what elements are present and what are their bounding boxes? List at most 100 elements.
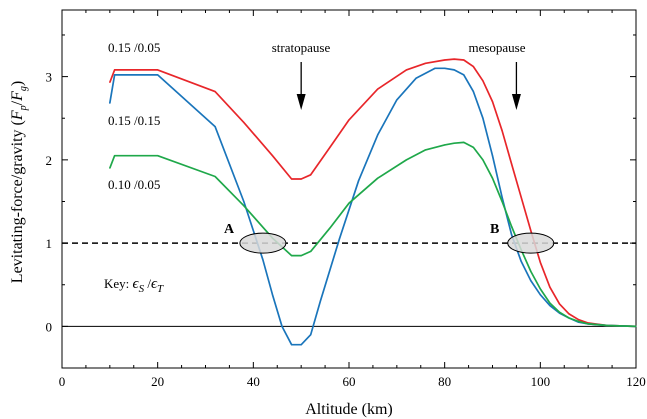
ellipse-a (239, 232, 287, 254)
series-point-1 (501, 196, 503, 198)
series-point-2 (329, 227, 331, 229)
stratopause-arrow-head (296, 94, 306, 110)
series-point-1 (396, 99, 398, 101)
series-point-2 (578, 320, 580, 322)
x-tick-label: 0 (59, 374, 66, 389)
series-point-0 (472, 66, 474, 68)
series-point-1 (157, 74, 159, 76)
series-point-2 (501, 200, 503, 203)
series-point-1 (281, 325, 283, 327)
series-point-0 (549, 286, 551, 288)
y-axis-title-slash: / (9, 100, 26, 105)
series-line-1 (108, 67, 637, 346)
key-subscript-s: S (139, 283, 145, 295)
series-point-0 (291, 178, 293, 180)
x-tick-label: 120 (626, 374, 646, 389)
series-point-0 (511, 163, 513, 165)
y-axis-title-fg: F (9, 91, 26, 102)
series-point-2 (377, 177, 379, 179)
series-point-1 (114, 74, 116, 76)
series-point-2 (114, 155, 116, 157)
x-tick-label: 60 (343, 374, 356, 389)
series-point-2 (405, 159, 407, 161)
series-line-0 (109, 58, 637, 328)
series-point-0 (310, 174, 312, 176)
series-point-1 (520, 260, 522, 263)
series-point-1 (549, 304, 551, 307)
y-axis-title-fp-sub: p (18, 105, 29, 111)
series-point-0 (214, 90, 216, 93)
series-point-1 (300, 344, 302, 346)
point-b-label: B (490, 222, 499, 237)
x-tick-label: 40 (247, 374, 260, 389)
series-point-1 (262, 259, 264, 261)
series-point-2 (511, 225, 513, 228)
reference-line-layer (62, 242, 636, 327)
series-point-2 (214, 175, 216, 178)
series-point-0 (453, 58, 455, 60)
series-point-0 (463, 59, 465, 61)
series-point-0 (568, 313, 570, 315)
series-point-0 (109, 81, 111, 84)
series-point-1 (243, 200, 245, 203)
series-label-2: 0.10 /0.05 (108, 177, 160, 192)
annotation-layer: 0.15 /0.05 0.15 /0.15 0.10 /0.05 stratop… (9, 40, 526, 418)
series-label-1: 0.15 /0.15 (108, 113, 160, 128)
key-slash: / (144, 276, 151, 291)
mesopause-arrow-head (511, 94, 521, 110)
series-point-2 (539, 288, 541, 290)
series-point-2 (109, 167, 111, 169)
x-tick-label: 100 (531, 374, 551, 389)
series-point-2 (587, 323, 589, 325)
series-point-0 (530, 230, 532, 232)
series-point-2 (549, 302, 551, 304)
key-epsilon-s: ϵ (133, 276, 140, 292)
y-axis-title-fp: F (9, 110, 26, 121)
x-tick-label: 80 (438, 374, 451, 389)
point-a-label: A (224, 222, 235, 237)
series-point-1 (214, 125, 216, 128)
y-tick-label: 1 (46, 236, 53, 251)
series-point-1 (434, 67, 436, 69)
series-point-2 (558, 311, 561, 313)
series-point-2 (291, 255, 293, 257)
series-point-1 (444, 67, 446, 69)
series-point-2 (453, 142, 455, 144)
series-point-0 (329, 146, 331, 148)
stratopause-label: stratopause (272, 40, 331, 55)
series-point-2 (530, 270, 532, 273)
series-point-1 (338, 238, 341, 240)
y-tick-label: 0 (46, 319, 53, 334)
y-axis-title-close: ) (9, 81, 26, 86)
series-point-2 (606, 324, 608, 327)
series-point-1 (482, 117, 484, 119)
series-point-0 (348, 119, 350, 121)
series-point-1 (511, 234, 513, 236)
series-point-0 (300, 178, 302, 180)
series-point-0 (405, 69, 407, 71)
series-point-0 (157, 69, 159, 71)
ellipse-b (507, 232, 555, 254)
x-axis-title: Altitude (km) (305, 401, 393, 418)
series-point-1 (319, 300, 321, 302)
series-point-1 (415, 77, 417, 79)
series-label-0: 0.15 /0.05 (108, 40, 160, 55)
series-point-0 (377, 88, 379, 90)
series-point-0 (243, 121, 245, 123)
tick-layer: 0 20 40 60 80 100 120 0 1 2 3 (46, 10, 646, 389)
series-point-1 (377, 134, 379, 136)
series-point-2 (635, 325, 637, 327)
series-point-1 (472, 90, 474, 93)
y-axis-title-main: Levitating-force/gravity ( (9, 120, 26, 283)
series-point-2 (157, 155, 159, 157)
series-point-2 (491, 177, 494, 179)
series-point-1 (463, 74, 465, 76)
series-point-0 (491, 100, 494, 103)
series-point-2 (482, 159, 484, 161)
series-point-2 (310, 250, 312, 253)
series-point-1 (453, 69, 455, 71)
x-tick-label: 20 (151, 374, 164, 389)
key-label: Key: ϵS /ϵT (104, 276, 164, 295)
series-point-2 (444, 144, 446, 146)
